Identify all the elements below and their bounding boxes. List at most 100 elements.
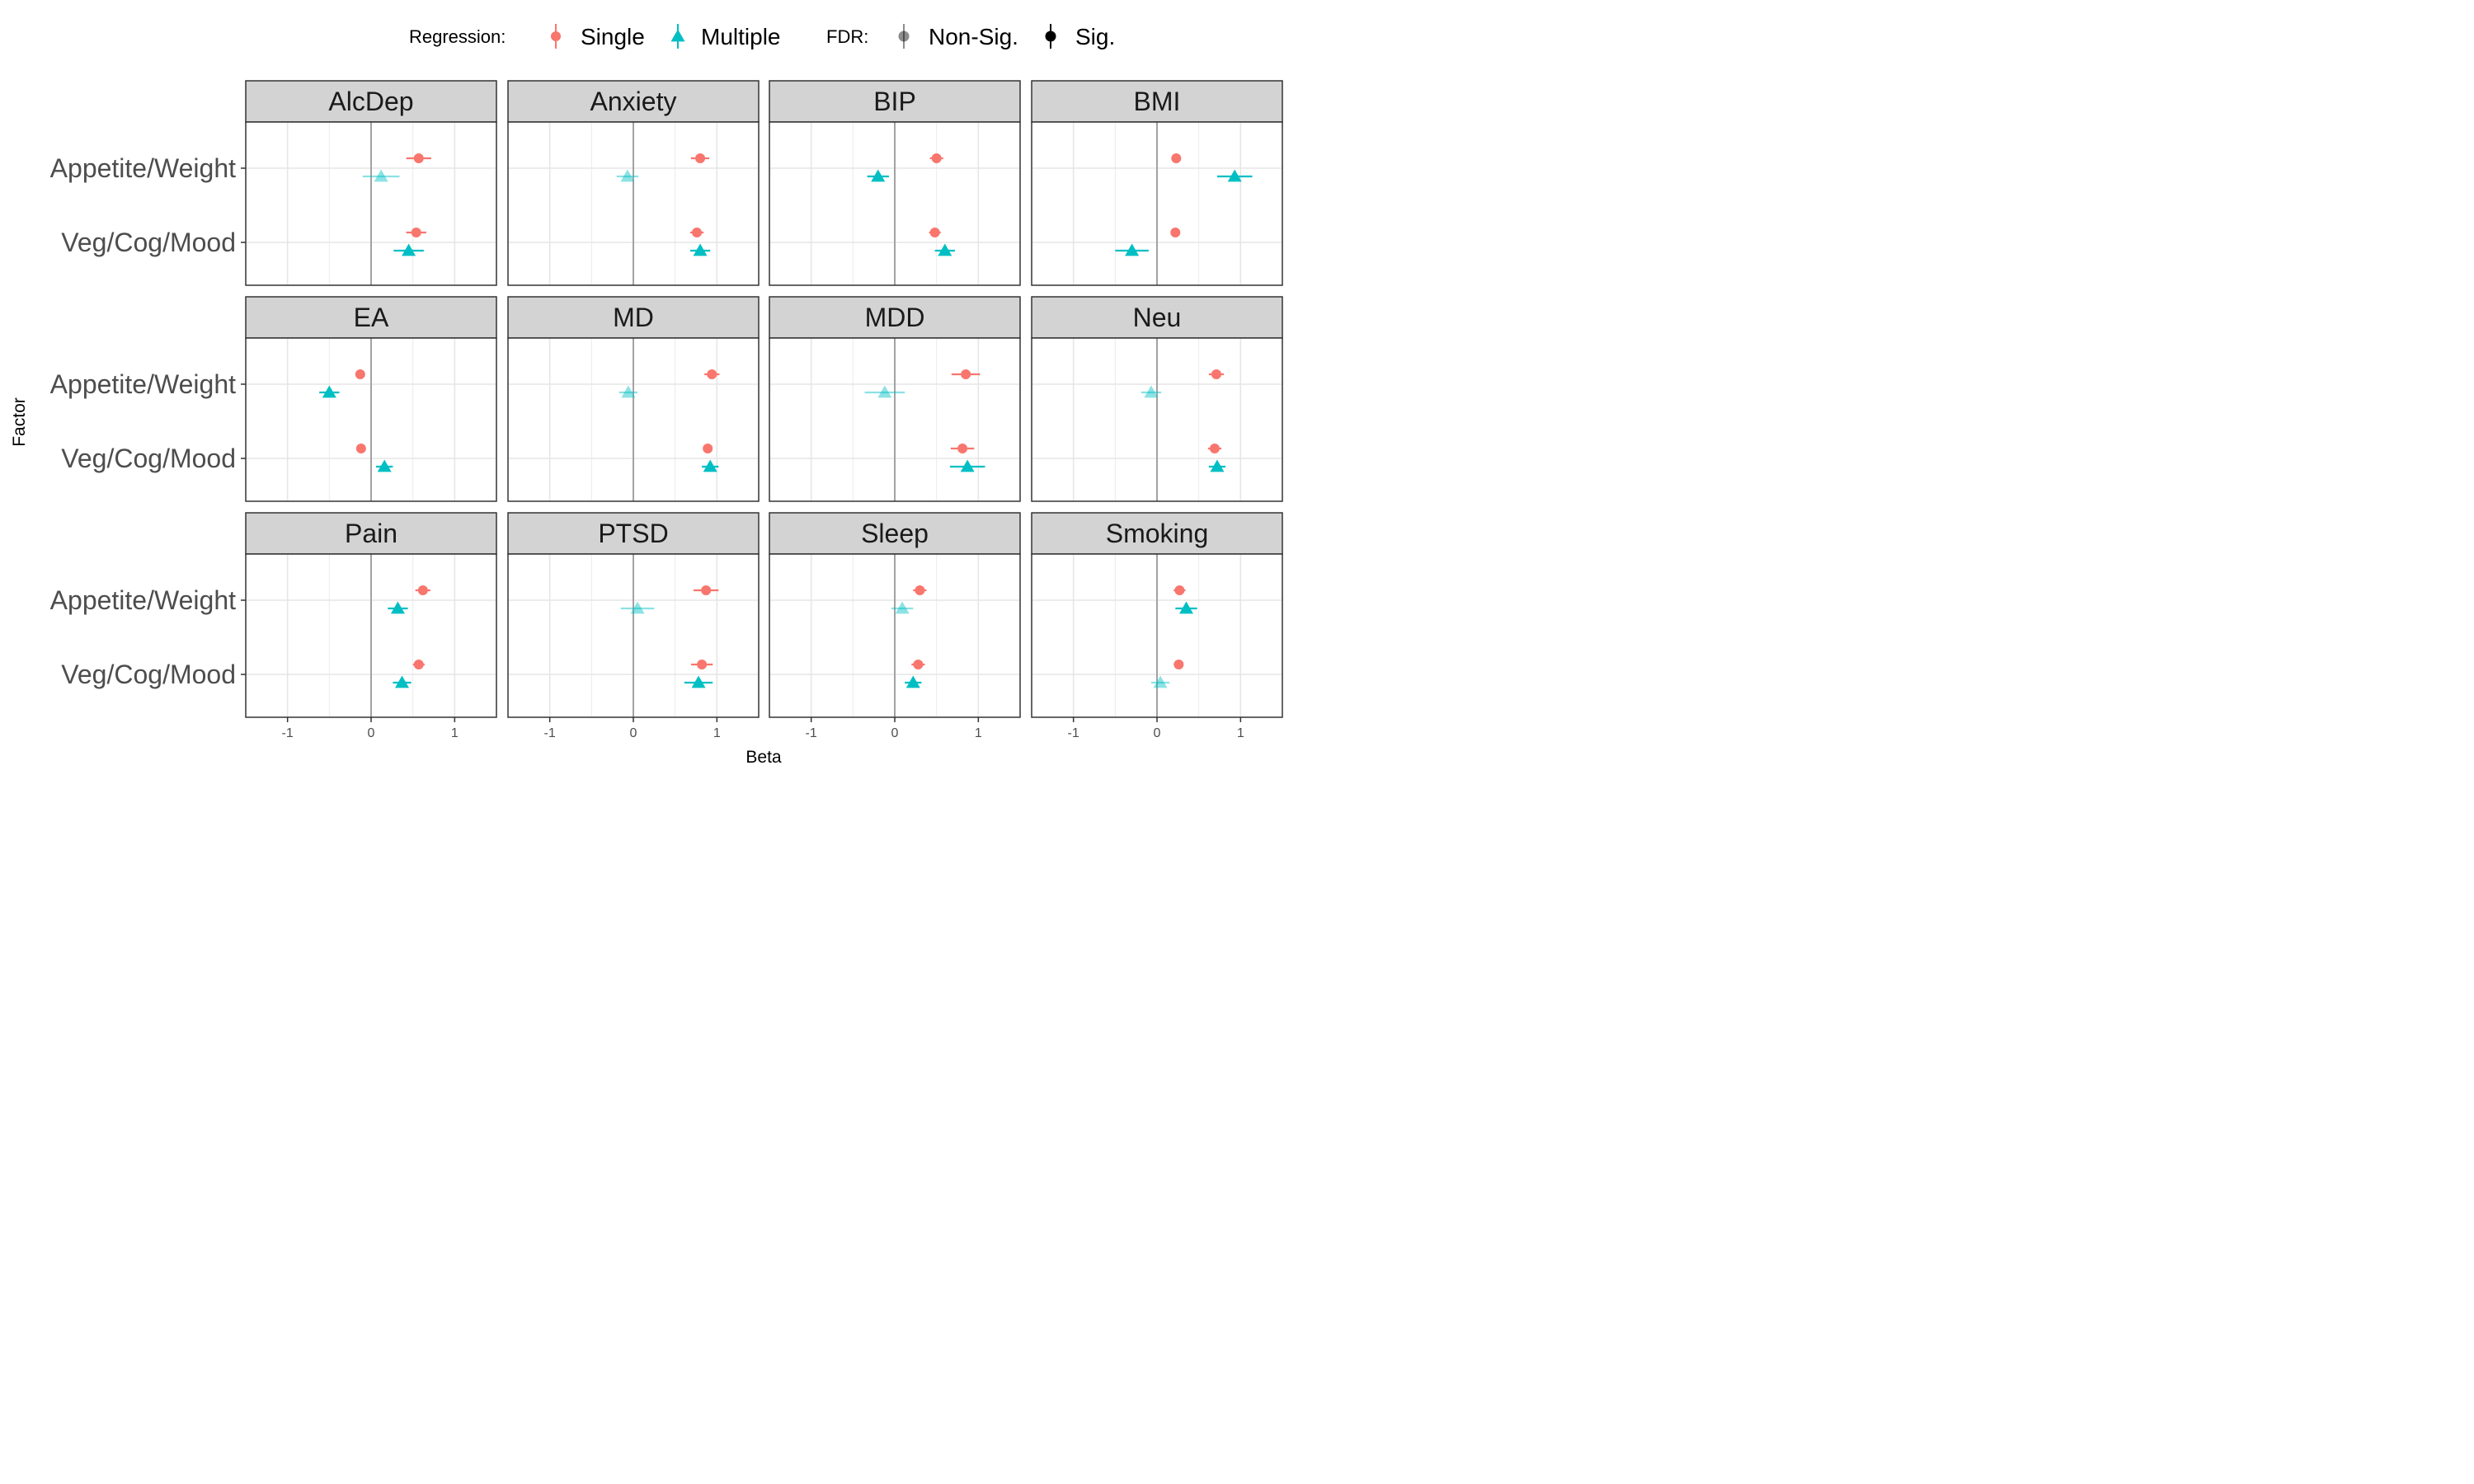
panel-strip-label: BMI bbox=[1134, 87, 1181, 116]
legend-key-multiple bbox=[670, 24, 685, 49]
panel-strip-label: Sleep bbox=[861, 519, 929, 548]
point-multiple-appetite-weight bbox=[388, 601, 408, 614]
legend-label-sig: Sig. bbox=[1075, 24, 1115, 49]
point-single-appetite-weight bbox=[690, 153, 710, 163]
point-multiple-appetite-weight bbox=[362, 169, 400, 182]
panel-strip bbox=[507, 296, 760, 339]
marker bbox=[697, 660, 708, 669]
marker bbox=[630, 601, 645, 614]
panel-pain: Pain Appetite/Weight Veg/Cog/Mood -1 0 1 bbox=[50, 512, 497, 740]
legend-key-marker bbox=[551, 31, 561, 41]
panel-bip: BIP bbox=[769, 80, 1021, 286]
x-axis-title: Beta bbox=[745, 748, 782, 767]
point-multiple-appetite-weight bbox=[864, 385, 905, 398]
legend-key-marker bbox=[1045, 31, 1056, 42]
panel-sleep: Sleep -1 0 1 bbox=[769, 512, 1021, 740]
x-tick-label: -1 bbox=[1068, 726, 1079, 740]
panel-strip bbox=[245, 80, 497, 123]
point-multiple-veg-cog-mood bbox=[1115, 243, 1149, 256]
marker bbox=[957, 444, 968, 453]
marker bbox=[895, 601, 910, 614]
point-single-appetite-weight bbox=[1174, 585, 1186, 595]
marker bbox=[394, 675, 409, 688]
legend-fdr-title: FDR: bbox=[826, 26, 868, 47]
legend-key-marker bbox=[670, 29, 685, 42]
marker bbox=[621, 385, 636, 398]
marker bbox=[377, 459, 392, 472]
y-tick-label: Appetite/Weight bbox=[50, 369, 236, 399]
point-single-appetite-weight bbox=[929, 153, 943, 163]
point-multiple-veg-cog-mood bbox=[1150, 675, 1170, 688]
point-single-appetite-weight bbox=[355, 369, 365, 379]
panel-strip bbox=[245, 512, 497, 555]
marker bbox=[1170, 228, 1181, 237]
y-tick-label: Appetite/Weight bbox=[50, 153, 236, 183]
marker bbox=[915, 585, 925, 595]
marker bbox=[691, 675, 706, 688]
marker bbox=[703, 444, 713, 453]
point-single-appetite-weight bbox=[704, 369, 720, 379]
x-tick-label: 1 bbox=[713, 726, 721, 740]
y-tick-label: Appetite/Weight bbox=[50, 585, 236, 615]
point-multiple-veg-cog-mood bbox=[949, 459, 985, 472]
legend-key-non-sig bbox=[898, 24, 910, 49]
panel-border bbox=[1031, 337, 1283, 502]
point-single-veg-cog-mood bbox=[703, 444, 713, 453]
point-single-veg-cog-mood bbox=[689, 228, 704, 237]
point-multiple-veg-cog-mood bbox=[689, 243, 711, 256]
x-tick-label: 1 bbox=[451, 726, 459, 740]
panel-strip-label: Pain bbox=[345, 519, 397, 548]
panel-strip bbox=[507, 80, 760, 123]
marker bbox=[620, 169, 635, 182]
marker bbox=[413, 153, 424, 163]
y-axis-title: Factor bbox=[10, 397, 29, 447]
marker bbox=[871, 169, 886, 182]
marker bbox=[693, 243, 708, 256]
point-single-veg-cog-mood bbox=[950, 444, 975, 453]
point-single-appetite-weight bbox=[415, 585, 430, 595]
marker bbox=[938, 243, 952, 256]
marker bbox=[355, 369, 365, 379]
point-multiple-appetite-weight bbox=[616, 169, 639, 182]
marker bbox=[913, 660, 924, 669]
point-single-veg-cog-mood bbox=[412, 660, 425, 669]
panel-border bbox=[1031, 121, 1283, 286]
panel-strip-label: Smoking bbox=[1106, 519, 1209, 548]
marker bbox=[374, 169, 388, 182]
panel-border bbox=[245, 121, 497, 286]
marker bbox=[1209, 444, 1220, 453]
x-tick-label: -1 bbox=[806, 726, 817, 740]
x-tick-label: 0 bbox=[630, 726, 637, 740]
point-multiple-appetite-weight bbox=[618, 385, 638, 398]
panel-strip bbox=[1031, 296, 1283, 339]
x-tick-label: 1 bbox=[975, 726, 982, 740]
marker bbox=[1227, 169, 1242, 182]
marker bbox=[692, 228, 703, 237]
marker bbox=[1174, 660, 1184, 669]
marker bbox=[1174, 585, 1185, 595]
point-single-appetite-weight bbox=[406, 153, 431, 163]
panels: AlcDep Appetite/Weight Veg/Cog/Mood Anxiety… bbox=[50, 80, 1283, 740]
point-multiple-appetite-weight bbox=[1141, 385, 1162, 398]
legend-regression-title: Regression: bbox=[409, 26, 506, 47]
marker bbox=[402, 243, 416, 256]
legend-key-sig bbox=[1045, 24, 1056, 49]
marker bbox=[411, 228, 421, 237]
marker bbox=[413, 660, 424, 669]
panel-mdd: MDD bbox=[769, 296, 1021, 502]
panel-border bbox=[507, 121, 760, 286]
point-multiple-appetite-weight bbox=[1175, 601, 1197, 614]
panel-border bbox=[507, 337, 760, 502]
legend-label-single: Single bbox=[581, 24, 645, 49]
point-single-veg-cog-mood bbox=[929, 228, 941, 237]
legend-label-non-sig: Non-Sig. bbox=[929, 24, 1018, 49]
marker bbox=[1171, 153, 1182, 163]
point-multiple-veg-cog-mood bbox=[684, 675, 713, 688]
marker bbox=[929, 228, 940, 237]
marker bbox=[1178, 601, 1193, 614]
panel-ptsd: PTSD -1 0 1 bbox=[507, 512, 760, 740]
panel-md: MD bbox=[507, 296, 760, 502]
point-multiple-veg-cog-mood bbox=[934, 243, 955, 256]
panel-strip-label: EA bbox=[354, 303, 389, 332]
marker bbox=[701, 585, 712, 595]
